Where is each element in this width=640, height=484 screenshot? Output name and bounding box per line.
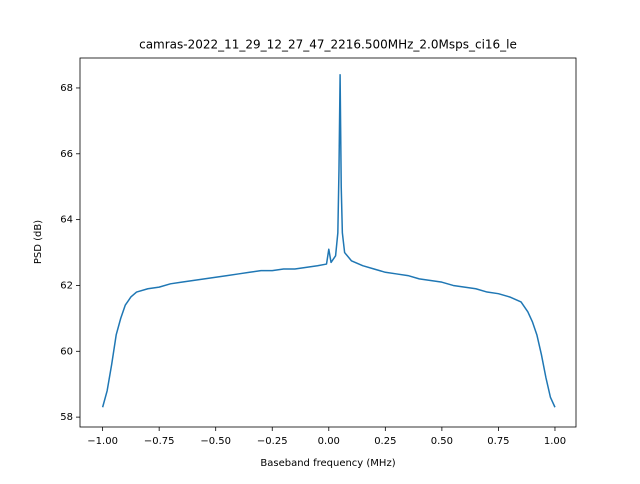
x-tick-label: 0.00: [318, 436, 340, 447]
x-tick-label: 1.00: [544, 436, 566, 447]
x-tick-label: −1.00: [87, 436, 118, 447]
y-tick-label: 60: [60, 346, 73, 357]
y-tick-label: 66: [60, 149, 73, 160]
y-tick-label: 68: [60, 83, 73, 94]
axes-frame: [79, 57, 577, 428]
x-tick-label: −0.75: [144, 436, 175, 447]
chart-title: camras-2022_11_29_12_27_47_2216.500MHz_2…: [139, 38, 517, 52]
y-tick-label: 58: [60, 412, 73, 423]
data-line: [101, 74, 556, 408]
x-tick-label: 0.75: [487, 436, 509, 447]
x-axis-label: Baseband frequency (MHz): [260, 458, 395, 469]
x-tick-label: −0.25: [257, 436, 288, 447]
x-tick-label: 0.25: [374, 436, 396, 447]
y-tick-label: 62: [60, 280, 73, 291]
y-tick-label: 64: [60, 215, 73, 226]
x-tick-label: −0.50: [200, 436, 231, 447]
y-axis-label: PSD (dB): [33, 220, 44, 264]
x-tick-label: 0.50: [431, 436, 453, 447]
